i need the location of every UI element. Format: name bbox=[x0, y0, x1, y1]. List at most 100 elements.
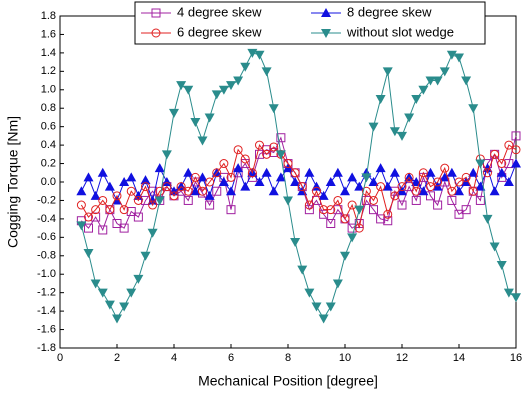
data-point bbox=[255, 140, 264, 150]
data-point bbox=[226, 205, 236, 215]
data-point bbox=[319, 209, 329, 219]
data-point bbox=[397, 182, 407, 192]
data-point bbox=[461, 172, 471, 182]
data-point bbox=[275, 150, 286, 160]
data-point bbox=[461, 205, 471, 215]
data-point bbox=[318, 314, 329, 324]
data-point bbox=[446, 167, 457, 177]
data-point bbox=[496, 261, 507, 270]
data-point bbox=[219, 159, 229, 169]
data-point bbox=[503, 177, 514, 186]
data-point bbox=[183, 85, 194, 95]
data-point bbox=[83, 249, 94, 259]
data-point bbox=[119, 205, 129, 215]
data-point bbox=[140, 251, 151, 261]
data-point bbox=[347, 172, 358, 182]
data-point bbox=[475, 195, 485, 205]
data-point bbox=[226, 172, 236, 182]
data-point bbox=[454, 177, 464, 187]
data-point bbox=[76, 186, 87, 196]
data-point bbox=[439, 67, 450, 77]
data-point bbox=[204, 113, 215, 123]
data-point bbox=[454, 186, 464, 196]
series-line bbox=[80, 143, 517, 229]
data-point bbox=[105, 205, 115, 215]
data-point bbox=[468, 104, 479, 114]
data-point bbox=[269, 142, 279, 152]
data-point bbox=[147, 228, 158, 238]
data-point bbox=[154, 163, 165, 173]
data-point bbox=[268, 186, 279, 196]
data-point bbox=[411, 186, 421, 196]
data-point bbox=[218, 177, 229, 186]
data-point bbox=[332, 167, 343, 177]
legend-marker bbox=[151, 8, 161, 18]
data-point bbox=[404, 182, 414, 192]
data-point bbox=[190, 172, 200, 182]
data-point bbox=[218, 85, 229, 95]
data-point bbox=[326, 205, 336, 215]
data-point bbox=[161, 150, 172, 160]
x-tick-label: 8 bbox=[285, 352, 291, 364]
data-point bbox=[276, 133, 286, 143]
data-point bbox=[197, 172, 208, 182]
data-point bbox=[411, 95, 422, 104]
data-point bbox=[489, 242, 500, 252]
data-point bbox=[433, 177, 443, 187]
data-point bbox=[84, 212, 93, 222]
data-point bbox=[333, 195, 343, 205]
data-point bbox=[475, 181, 486, 191]
y-tick-label: 0.8 bbox=[41, 102, 56, 114]
data-point bbox=[141, 182, 150, 192]
y-tick-label: 0.6 bbox=[41, 121, 56, 133]
data-point bbox=[183, 167, 194, 177]
data-point bbox=[261, 67, 272, 77]
x-tick-label: 0 bbox=[57, 352, 63, 364]
data-point bbox=[183, 195, 193, 205]
data-point bbox=[390, 191, 400, 201]
data-point bbox=[461, 76, 472, 86]
x-tick-label: 12 bbox=[396, 352, 408, 364]
data-point bbox=[76, 200, 86, 210]
data-point bbox=[240, 62, 251, 72]
data-point bbox=[319, 205, 329, 215]
data-point bbox=[340, 251, 350, 261]
data-point bbox=[468, 167, 479, 177]
data-point bbox=[198, 186, 207, 196]
y-axis-title: Cogging Torque [Nm] bbox=[5, 116, 21, 248]
y-tick-label: 1.2 bbox=[41, 65, 56, 77]
data-point bbox=[375, 95, 386, 104]
data-point bbox=[354, 223, 364, 233]
data-point bbox=[119, 302, 130, 312]
data-point bbox=[141, 195, 150, 205]
data-point bbox=[347, 233, 358, 243]
data-point bbox=[312, 186, 321, 196]
x-axis-title: Mechanical Position [degree] bbox=[198, 373, 378, 389]
data-point bbox=[369, 205, 378, 215]
data-point bbox=[140, 175, 151, 185]
y-tick-label: -1.4 bbox=[37, 305, 56, 317]
data-point bbox=[454, 53, 464, 63]
data-point bbox=[304, 288, 315, 298]
data-point bbox=[112, 219, 122, 228]
data-point bbox=[368, 122, 379, 132]
data-point bbox=[226, 81, 236, 91]
x-tick-label: 16 bbox=[510, 352, 522, 364]
data-point bbox=[433, 200, 443, 210]
data-point bbox=[254, 177, 265, 186]
data-point bbox=[482, 214, 493, 224]
data-point bbox=[376, 214, 386, 224]
y-tick-label: -1.0 bbox=[37, 268, 56, 280]
x-tick-label: 6 bbox=[228, 352, 234, 364]
data-point bbox=[326, 219, 336, 228]
data-point bbox=[112, 314, 122, 324]
data-point bbox=[247, 168, 257, 178]
data-point bbox=[233, 76, 244, 86]
data-point bbox=[133, 212, 143, 222]
x-tick-label: 14 bbox=[453, 352, 465, 364]
data-point bbox=[369, 195, 378, 205]
data-point bbox=[90, 279, 101, 289]
data-point bbox=[418, 85, 429, 95]
data-point bbox=[233, 145, 243, 155]
